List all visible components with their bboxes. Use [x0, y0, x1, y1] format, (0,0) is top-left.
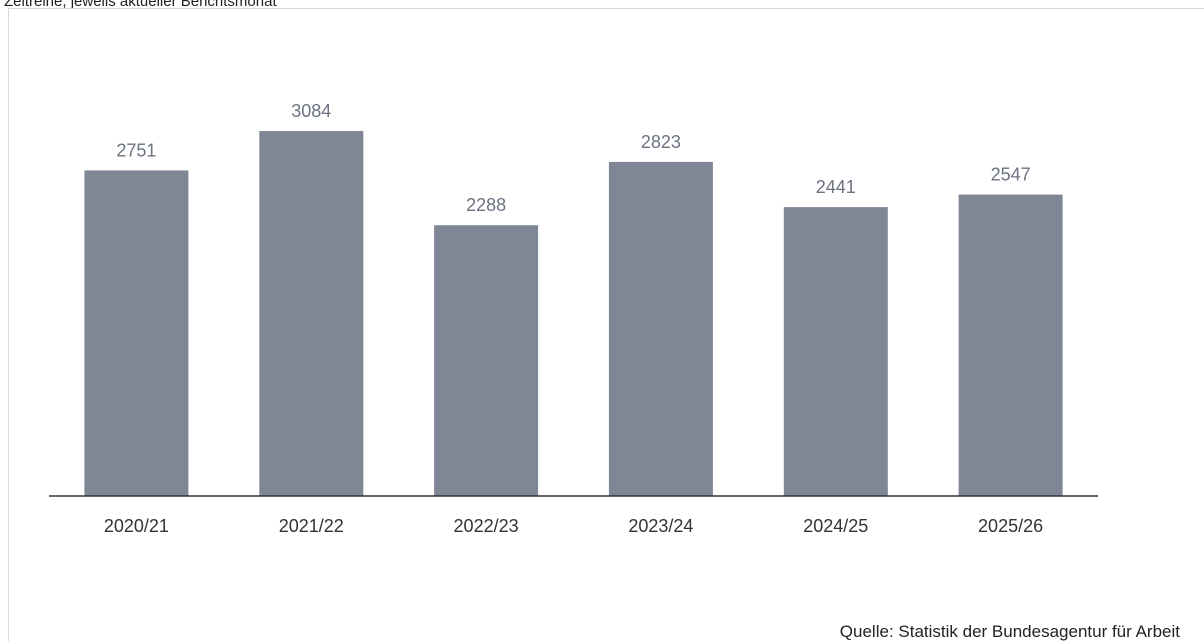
value-labels-layer: 2751 3084 2288 2823 2441 2547	[116, 101, 1030, 215]
bar-2023-24	[608, 161, 713, 496]
tick-label-2024-25: 2024/25	[803, 516, 868, 536]
bar-2024-25	[783, 207, 888, 496]
chart-subtitle: Zeitreihe, jeweils aktueller Berichtsmon…	[4, 0, 277, 10]
tick-labels-layer: 2020/21 2021/22 2022/23 2023/24 2024/25 2025/…	[104, 516, 1043, 536]
tick-label-2023-24: 2023/24	[628, 516, 693, 536]
value-label-2022-23: 2288	[466, 195, 506, 215]
tick-label-2021-22: 2021/22	[279, 516, 344, 536]
bar-2020-21	[84, 170, 189, 496]
bar-2025-26	[958, 194, 1063, 496]
bar-2022-23	[434, 225, 539, 496]
tick-label-2025-26: 2025/26	[978, 516, 1043, 536]
value-label-2024-25: 2441	[816, 177, 856, 197]
value-label-2025-26: 2547	[991, 165, 1031, 185]
tick-label-2022-23: 2022/23	[454, 516, 519, 536]
tick-label-2020-21: 2020/21	[104, 516, 169, 536]
chart-frame	[8, 8, 1204, 641]
value-label-2020-21: 2751	[116, 140, 156, 160]
bar-2021-22	[259, 131, 364, 496]
value-label-2023-24: 2823	[641, 132, 681, 152]
bars-layer	[84, 131, 1063, 496]
source-note: Quelle: Statistik der Bundesagentur für …	[839, 622, 1180, 641]
value-label-2021-22: 3084	[291, 101, 331, 121]
